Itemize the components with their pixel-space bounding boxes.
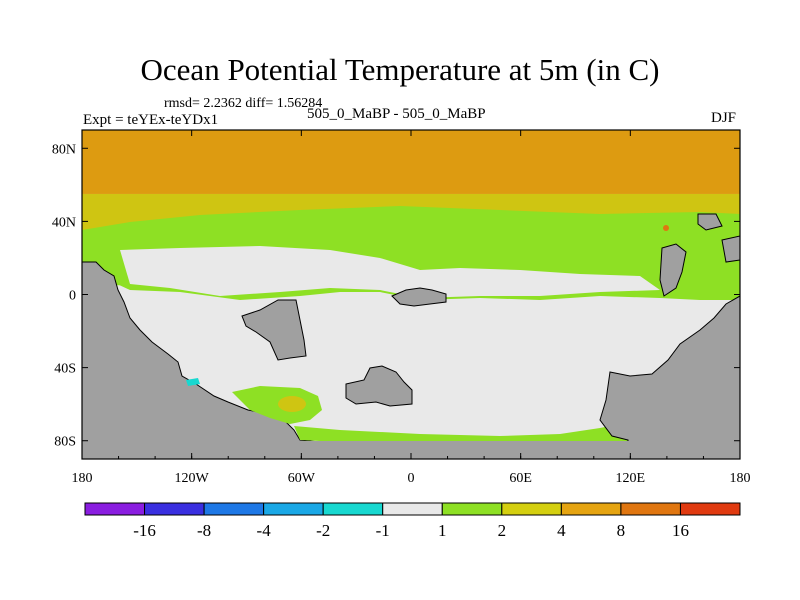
colorbar-segment [84,502,146,516]
colorbar-segment [501,502,562,516]
colorbar-label: 8 [617,521,626,540]
small-cyan-patch [186,378,200,386]
experiment-label: Expt = teYEx-teYDx1 [83,112,219,128]
runs-label: 505_0_MaBP - 505_0_MaBP [307,106,486,122]
colorbar-label: -4 [257,521,272,540]
y-tick-label: 40S [54,362,76,377]
x-tick-label: 60E [509,471,532,486]
colorbar-label: -16 [133,521,156,540]
season-label: DJF [711,110,737,126]
colorbar-segment [322,502,384,516]
land-east-island-1 [659,243,687,297]
land-equator-island [391,287,447,307]
small-orange-spot [663,225,669,231]
land-southpole [82,441,740,459]
land-east-island-2 [697,213,723,231]
land-east-south [599,295,740,459]
x-tick-label: 180 [730,471,751,486]
colorbar-label: -8 [197,521,211,540]
land-central [241,299,307,361]
colorbar-segment [441,502,503,516]
zonal-band-0 [82,130,740,194]
green-strip-antarctic [294,424,630,446]
colorbar-label: 16 [672,521,689,540]
colorbar-label: -2 [316,521,330,540]
chart-title: Ocean Potential Temperature at 5m (in C) [140,52,660,87]
colorbar-segment [620,502,681,516]
x-tick-label: 60W [288,471,316,486]
y-tick-label: 0 [69,289,76,304]
colorbar-label: 4 [557,521,566,540]
land-south-island [345,365,413,407]
colorbar-segment [679,502,741,516]
x-tick-label: 0 [408,471,415,486]
land-east-island-3 [721,235,740,263]
colorbar-segment [203,502,265,516]
y-tick-label: 80N [52,142,76,157]
y-tick-label: 40N [52,215,76,230]
colorbar-segment [144,502,205,516]
colorbar-label: -1 [376,521,390,540]
white-patch-north [120,246,660,298]
stats-text: rmsd= 2.2362 diff= 1.56284 [164,96,323,111]
colorbar-segment [263,502,324,516]
green-patch-south [232,386,322,424]
colorbar-segment [560,502,622,516]
colorbar-label: 2 [498,521,507,540]
x-tick-label: 180 [72,471,93,486]
x-tick-label: 120W [175,471,210,486]
yellow-spot-south [278,396,306,412]
colorbar-segment [382,502,443,516]
y-tick-label: 80S [54,435,76,450]
colorbar-label: 1 [438,521,447,540]
x-tick-label: 120E [616,471,646,486]
